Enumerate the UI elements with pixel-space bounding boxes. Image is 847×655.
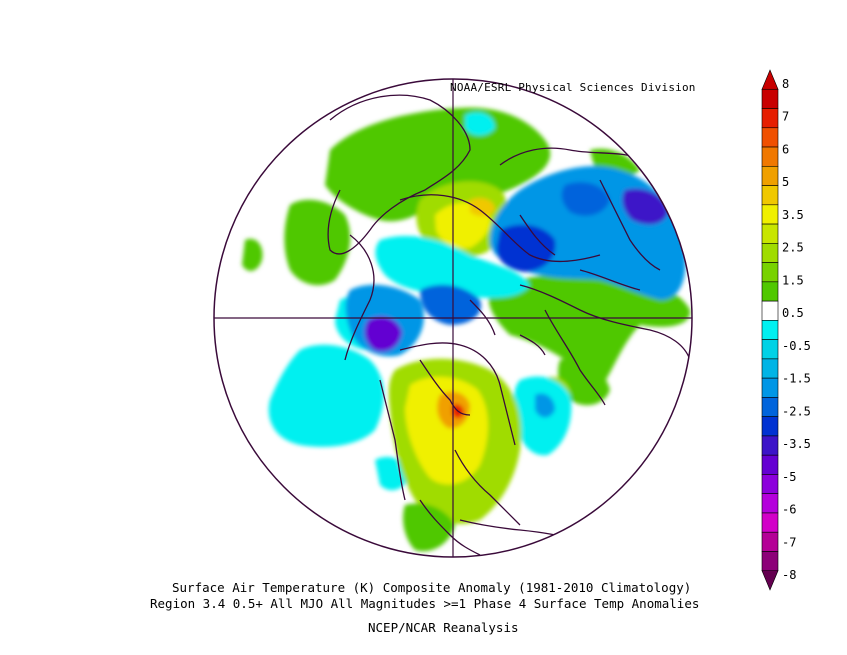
colorbar-label: -1.5	[782, 372, 811, 386]
colorbar-cell	[761, 377, 779, 398]
colorbar-label: 1.5	[782, 273, 804, 287]
colorbar-label: -8	[782, 568, 796, 582]
cold-core-siberia-east	[622, 188, 668, 225]
colorbar-label: 7	[782, 110, 789, 124]
warm-region-pacific-west	[284, 199, 351, 286]
colorbar-label: -3.5	[782, 437, 811, 451]
colorbar-label: 2.5	[782, 241, 804, 255]
colorbar-cell	[761, 474, 779, 495]
colorbar-cell	[761, 454, 779, 475]
colorbar-cell	[761, 223, 779, 244]
colorbar-cell	[761, 435, 779, 456]
colorbar-label: 3.5	[782, 208, 804, 222]
colorbar-cell	[761, 300, 779, 321]
colorbar-cell	[761, 397, 779, 417]
caption-line-1: Surface Air Temperature (K) Composite An…	[172, 580, 692, 595]
caption-line-3: NCEP/NCAR Reanalysis	[368, 620, 519, 635]
cold-region-canada-arctic	[420, 284, 481, 325]
colorbar-cell	[761, 88, 779, 109]
credit-text: NOAA/ESRL Physical Sciences Division	[450, 81, 696, 94]
colorbar-cell	[761, 243, 779, 263]
colorbar-cell	[761, 281, 779, 302]
colorbar-cell	[761, 551, 779, 572]
anomaly-shading	[242, 107, 691, 552]
colorbar-label: 8	[782, 77, 789, 91]
colorbar-cell	[761, 146, 779, 167]
colorbar-cell	[761, 204, 779, 225]
colorbar-cell	[761, 69, 779, 90]
colorbar-cell	[761, 108, 779, 129]
cold-core-russia	[496, 224, 556, 272]
colorbar: 8 7 6 5 3.5 2.5 1.5 0.5 -0.5 -1.5 -2.5 -3.5 -5 -6 -7 -8	[761, 69, 811, 591]
colorbar-cell	[761, 127, 779, 148]
warm-region-europe	[488, 273, 691, 396]
colorbar-cell	[761, 570, 779, 591]
warm-region-aleutian	[242, 238, 263, 272]
colorbar-cell	[761, 185, 779, 206]
colorbar-label: 5	[782, 175, 789, 189]
colorbar-cell	[761, 493, 779, 514]
colorbar-cell	[761, 531, 779, 552]
colorbar-label: -7	[782, 535, 796, 549]
colorbar-cell	[761, 339, 779, 360]
warm-region-central-america	[403, 503, 455, 552]
colorbar-cell	[761, 416, 779, 437]
colorbar-cell	[761, 512, 779, 533]
colorbar-label: 0.5	[782, 306, 804, 320]
caption-line-2: Region 3.4 0.5+ All MJO All Magnitudes >…	[150, 596, 700, 611]
cold-core-alaska	[364, 316, 402, 352]
colorbar-cell	[761, 320, 779, 340]
colorbar-cell	[761, 358, 779, 379]
warm-peak-arctic	[470, 198, 495, 217]
colorbar-label: 6	[782, 142, 789, 156]
colorbar-label: -6	[782, 503, 796, 517]
colorbar-label: -5	[782, 470, 796, 484]
cool-region-north-pacific	[268, 344, 384, 447]
cold-core-siberia-mid	[561, 182, 610, 216]
colorbar-label: -2.5	[782, 404, 811, 418]
colorbar-label: -0.5	[782, 339, 811, 353]
cool-region-greenland-top	[465, 112, 495, 136]
map-disk-border	[213, 78, 693, 558]
colorbar-cell	[761, 165, 779, 186]
colorbar-cell	[761, 262, 779, 283]
cold-region-hudson	[535, 393, 555, 418]
